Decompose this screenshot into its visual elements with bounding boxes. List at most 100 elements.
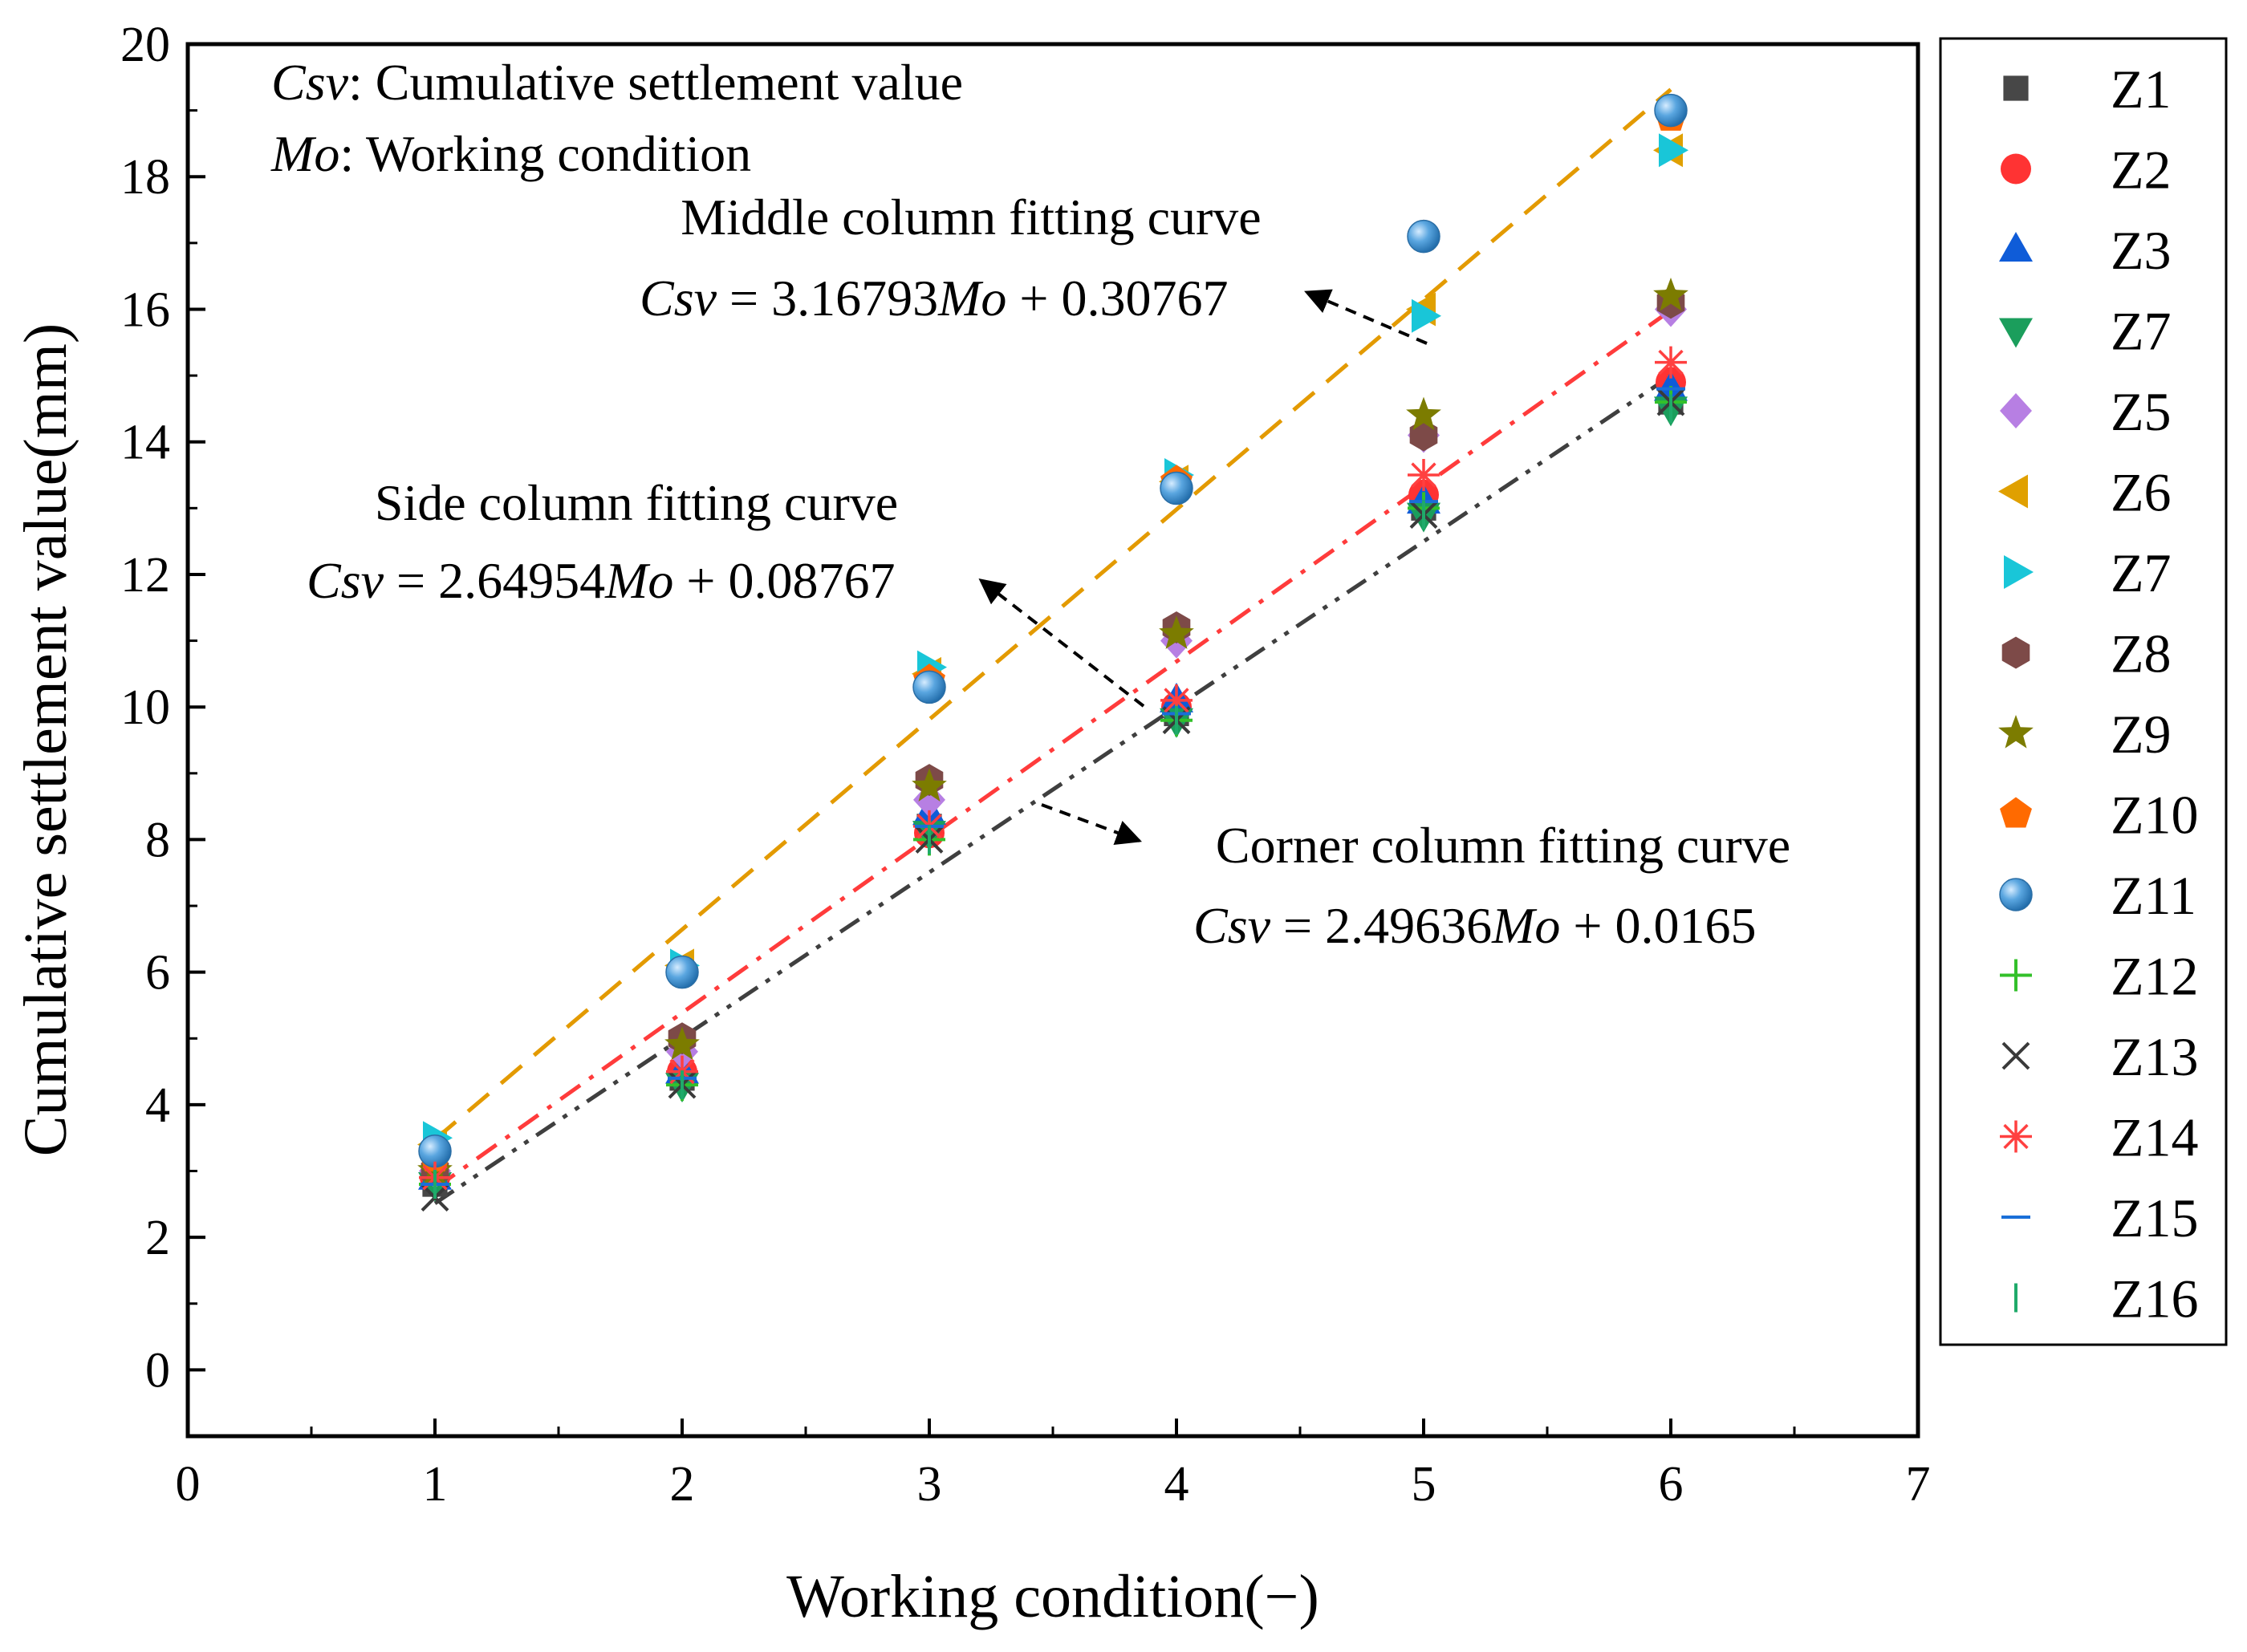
y-tick-label: 4 <box>145 1078 170 1133</box>
data-point-z7 <box>1659 133 1688 168</box>
y-tick-label: 10 <box>120 680 170 735</box>
legend-label: Z12 <box>2111 946 2199 1007</box>
legend-label: Z13 <box>2111 1026 2199 1087</box>
legend-marker <box>1998 474 2028 509</box>
legend-marker <box>2001 153 2031 185</box>
legend-box <box>1939 37 2228 1346</box>
fit-line <box>433 374 1672 1205</box>
legend-label: Z7 <box>2111 542 2172 603</box>
legend-item: Z1 <box>2003 59 2172 120</box>
legend-marker <box>1999 878 2033 911</box>
legend-item: Z5 <box>2000 381 2172 442</box>
corner-fit-title: Corner column fitting curve <box>1216 817 1790 874</box>
legend-item: Z10 <box>2000 785 2199 846</box>
y-tick-label: 18 <box>120 150 170 205</box>
side-eq-lhs: Csv <box>307 552 384 609</box>
y-axis-title: Cumulative settlement value(mm) <box>12 323 79 1156</box>
legend-marker <box>2001 636 2030 669</box>
legend-item: Z3 <box>1999 220 2172 281</box>
series-z11 <box>418 93 1688 1168</box>
corner-fit-equation: Csv = 2.49636Mo + 0.0165 <box>1193 897 1757 954</box>
legend-item: Z12 <box>2000 946 2199 1007</box>
middle-eq-var: Mo <box>937 270 1006 327</box>
legend-marker <box>2000 959 2032 992</box>
legend-label: Z6 <box>2111 462 2172 523</box>
y-tick-label: 14 <box>120 416 170 470</box>
plot-frame <box>185 42 1920 1439</box>
x-axis-title: Working condition(−) <box>786 1563 1319 1630</box>
x-tick-label: 2 <box>670 1457 695 1512</box>
side-fit-equation: Csv = 2.64954Mo + 0.08767 <box>307 552 896 609</box>
legend-label: Z1 <box>2111 59 2172 120</box>
legend-item: Z7 <box>1999 301 2172 362</box>
legend-marker <box>2003 75 2029 101</box>
legend-label: Z3 <box>2111 220 2172 281</box>
data-point-z14 <box>1655 346 1687 379</box>
side-arrow <box>978 578 1145 708</box>
corner-eq-var: Mo <box>1491 897 1560 954</box>
side-eq-mid: = 2.64954 <box>384 552 605 609</box>
data-point-z9 <box>1159 615 1194 649</box>
x-tick-label: 4 <box>1164 1457 1189 1512</box>
legend-marker <box>2001 1041 2030 1070</box>
y-tick-label: 0 <box>145 1343 170 1398</box>
data-point-z11 <box>1654 93 1688 128</box>
legend-label: Z5 <box>2111 381 2172 442</box>
series-z9 <box>417 277 1688 1187</box>
data-point-z9 <box>664 1026 700 1061</box>
y-tick-label: 12 <box>120 548 170 603</box>
fit-lines-layer <box>433 87 1672 1205</box>
legend-marker <box>2000 797 2032 828</box>
data-point-z11 <box>1407 219 1440 254</box>
corner-eq-mid: = 2.49636 <box>1270 897 1492 954</box>
y-tick-label: 6 <box>145 946 170 1001</box>
legend-label: Z14 <box>2111 1107 2199 1168</box>
data-point-z14 <box>1408 459 1440 492</box>
data-point-z7 <box>1412 298 1441 333</box>
data-point-z9 <box>912 768 947 802</box>
legend-item: Z8 <box>2001 623 2172 684</box>
x-tick-label: 3 <box>917 1457 942 1512</box>
x-tick-label: 1 <box>423 1457 448 1512</box>
legend-marker <box>2000 1120 2032 1153</box>
legend-label: Z2 <box>2111 140 2172 201</box>
middle-eq-mid: = 3.16793 <box>717 270 938 327</box>
annotation-arrows <box>978 289 1428 846</box>
x-tick-label: 7 <box>1906 1457 1931 1512</box>
data-point-z14 <box>1160 684 1193 716</box>
legend-item: Z14 <box>2000 1107 2199 1168</box>
y-tick-label: 8 <box>145 813 170 867</box>
csv-definition: Csv: Cumulative settlement value <box>271 54 963 111</box>
x-tick-label: 0 <box>176 1457 201 1512</box>
data-point-z11 <box>665 955 699 989</box>
series-z5 <box>419 291 1687 1189</box>
corner-eq-rhs: + 0.0165 <box>1560 897 1756 954</box>
legend-marker <box>1998 715 2034 749</box>
legend-label: Z8 <box>2111 623 2172 684</box>
csv-def-var: Csv <box>271 54 349 111</box>
legend-label: Z11 <box>2111 865 2196 926</box>
mo-def-text: : Working condition <box>339 125 751 182</box>
legend: Z1 Z2 Z3 Z7 Z5 Z6 Z7 Z8 Z9 Z10 Z11 Z12 Z13 Z14 Z15 Z16 <box>1998 59 2199 1329</box>
legend-label: Z9 <box>2111 704 2172 765</box>
middle-arrow <box>1304 289 1428 345</box>
x-tick-label: 5 <box>1412 1457 1436 1512</box>
side-fit-title: Side column fitting curve <box>375 474 898 531</box>
side-eq-var: Mo <box>604 552 673 609</box>
fit-line <box>433 87 1672 1142</box>
legend-marker <box>1999 232 2033 262</box>
y-tick-label: 20 <box>120 18 170 72</box>
middle-eq-lhs: Csv <box>640 270 717 327</box>
legend-label: Z7 <box>2111 301 2172 362</box>
csv-def-text: : Cumulative settlement value <box>348 54 963 111</box>
mo-def-var: Mo <box>270 125 339 182</box>
legend-label: Z16 <box>2111 1268 2199 1329</box>
data-point-z9 <box>1406 396 1441 431</box>
fit-line <box>433 308 1672 1191</box>
legend-label: Z15 <box>2111 1187 2199 1248</box>
legend-marker <box>2004 555 2034 589</box>
legend-item: Z2 <box>2001 140 2172 201</box>
